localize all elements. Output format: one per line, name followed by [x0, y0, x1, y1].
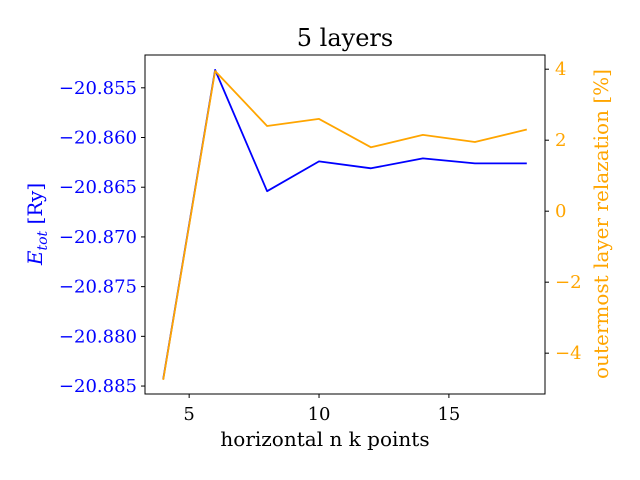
- left-y-axis-label-unit: [Ry]: [23, 183, 47, 231]
- x-tick-label: 10: [308, 404, 331, 425]
- right-y-tick-label: 0: [555, 201, 566, 222]
- series-line-1: [162, 69, 527, 380]
- left-y-tick-label: −20.880: [59, 326, 137, 347]
- left-y-axis-label-main: E: [23, 250, 47, 266]
- left-y-tick-label: −20.885: [59, 376, 137, 397]
- series-layer: [162, 69, 528, 380]
- right-y-tick-label: −4: [555, 343, 582, 364]
- right-y-tick-label: 4: [555, 59, 566, 80]
- right-y-axis-label: outermost layer relazation [%]: [589, 69, 613, 379]
- left-y-tick-label: −20.855: [59, 78, 137, 99]
- x-axis-ticks: 5 10 15: [183, 394, 460, 425]
- x-tick-label: 15: [437, 404, 460, 425]
- left-y-tick-label: −20.860: [59, 128, 137, 149]
- left-y-tick-label: −20.870: [59, 227, 137, 248]
- chart-title: 5 layers: [297, 24, 393, 52]
- series-line-2: [162, 70, 528, 380]
- x-tick-label: 5: [183, 404, 194, 425]
- right-y-tick-label: 2: [555, 130, 566, 151]
- left-y-tick-label: −20.865: [59, 177, 137, 198]
- left-y-axis-label-sub: tot: [35, 230, 51, 250]
- left-y-axis-label: Etot [Ry]: [23, 183, 51, 266]
- left-y-tick-label: −20.875: [59, 277, 137, 298]
- right-y-tick-label: −2: [555, 272, 582, 293]
- left-y-axis-ticks: −20.855 −20.860 −20.865 −20.870 −20.875 −20.8…: [59, 78, 145, 397]
- x-axis-label: horizontal n k points: [220, 427, 429, 451]
- right-y-axis-ticks: 4 2 0 −2 −4: [545, 59, 582, 364]
- plot-frame: [144, 54, 546, 395]
- plot-area: [144, 54, 546, 395]
